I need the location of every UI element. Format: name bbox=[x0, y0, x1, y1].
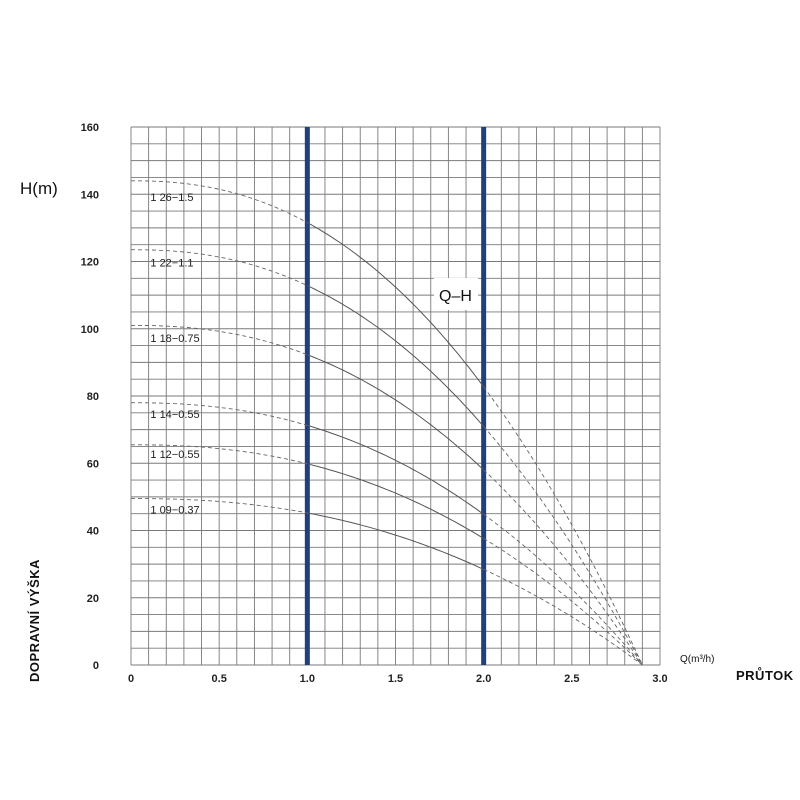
curve-dashed-left bbox=[131, 324, 308, 356]
y-tick-label: 60 bbox=[87, 458, 99, 470]
curve-solid bbox=[307, 512, 484, 570]
side-y-label: DOPRAVNÍ VÝŠKA bbox=[27, 559, 42, 682]
curve-label: 1 14−0.55 bbox=[150, 409, 199, 421]
x-tick-label: 3.0 bbox=[652, 673, 667, 685]
grid bbox=[130, 126, 661, 666]
y-tick-label: 140 bbox=[81, 189, 99, 201]
side-x-label: PRŮTOK bbox=[736, 667, 794, 683]
y-tick-label: 80 bbox=[87, 391, 99, 403]
operating-range-lines bbox=[304, 127, 487, 665]
tick-labels: 0 0.5 1.0 1.5 2.0 2.5 3.0 0 20 40 60 80 100 120 140 160 bbox=[81, 122, 668, 685]
curve-dashed-right bbox=[483, 538, 643, 666]
y-tick-label: 120 bbox=[81, 257, 99, 269]
curve-solid bbox=[307, 463, 484, 539]
x-tick-label: 1.5 bbox=[388, 673, 403, 685]
x-tick-label: 0 bbox=[128, 673, 134, 685]
curve-dashed-left bbox=[131, 180, 308, 223]
y-tick-label: 20 bbox=[87, 593, 99, 605]
x-tick-label: 2.5 bbox=[564, 673, 579, 685]
curve-dashed-left bbox=[131, 444, 308, 465]
curve-solid bbox=[307, 285, 485, 427]
y-tick-label: 0 bbox=[93, 660, 99, 672]
curve-dashed-left bbox=[131, 402, 308, 426]
curve-solid bbox=[307, 424, 484, 515]
curve-label: 1 26−1.5 bbox=[150, 192, 193, 204]
curve-solid bbox=[307, 354, 485, 471]
x-axis-label: Q(m³/h) bbox=[680, 654, 714, 665]
curve-label: 1 22−1.1 bbox=[150, 258, 193, 270]
qh-annotation: Q–H bbox=[439, 288, 472, 305]
curve-dashed-right bbox=[483, 426, 643, 666]
annotation-box bbox=[434, 278, 478, 310]
curve-solid bbox=[307, 222, 485, 388]
x-tick-label: 2.0 bbox=[476, 673, 491, 685]
x-tick-label: 1.0 bbox=[300, 673, 315, 685]
y-tick-label: 160 bbox=[81, 122, 99, 134]
curve-dashed-right bbox=[483, 568, 643, 666]
x-tick-label: 0.5 bbox=[212, 673, 227, 685]
curve-label: 1 09−0.37 bbox=[150, 505, 199, 517]
curve-dashed-left bbox=[131, 498, 308, 514]
curve-dashed-right bbox=[483, 386, 643, 666]
curve-label: 1 12−0.55 bbox=[150, 449, 199, 461]
curve-dashed-right bbox=[483, 469, 643, 666]
y-axis-label: H(m) bbox=[20, 179, 58, 198]
y-tick-label: 100 bbox=[81, 324, 99, 336]
curve-dashed-left bbox=[131, 249, 308, 287]
y-tick-label: 40 bbox=[87, 526, 99, 538]
curves: 1 26−1.5 1 22−1.1 1 18−0.75 1 14−0.55 1 12−0… bbox=[131, 180, 643, 666]
curve-label: 1 18−0.75 bbox=[150, 333, 199, 345]
